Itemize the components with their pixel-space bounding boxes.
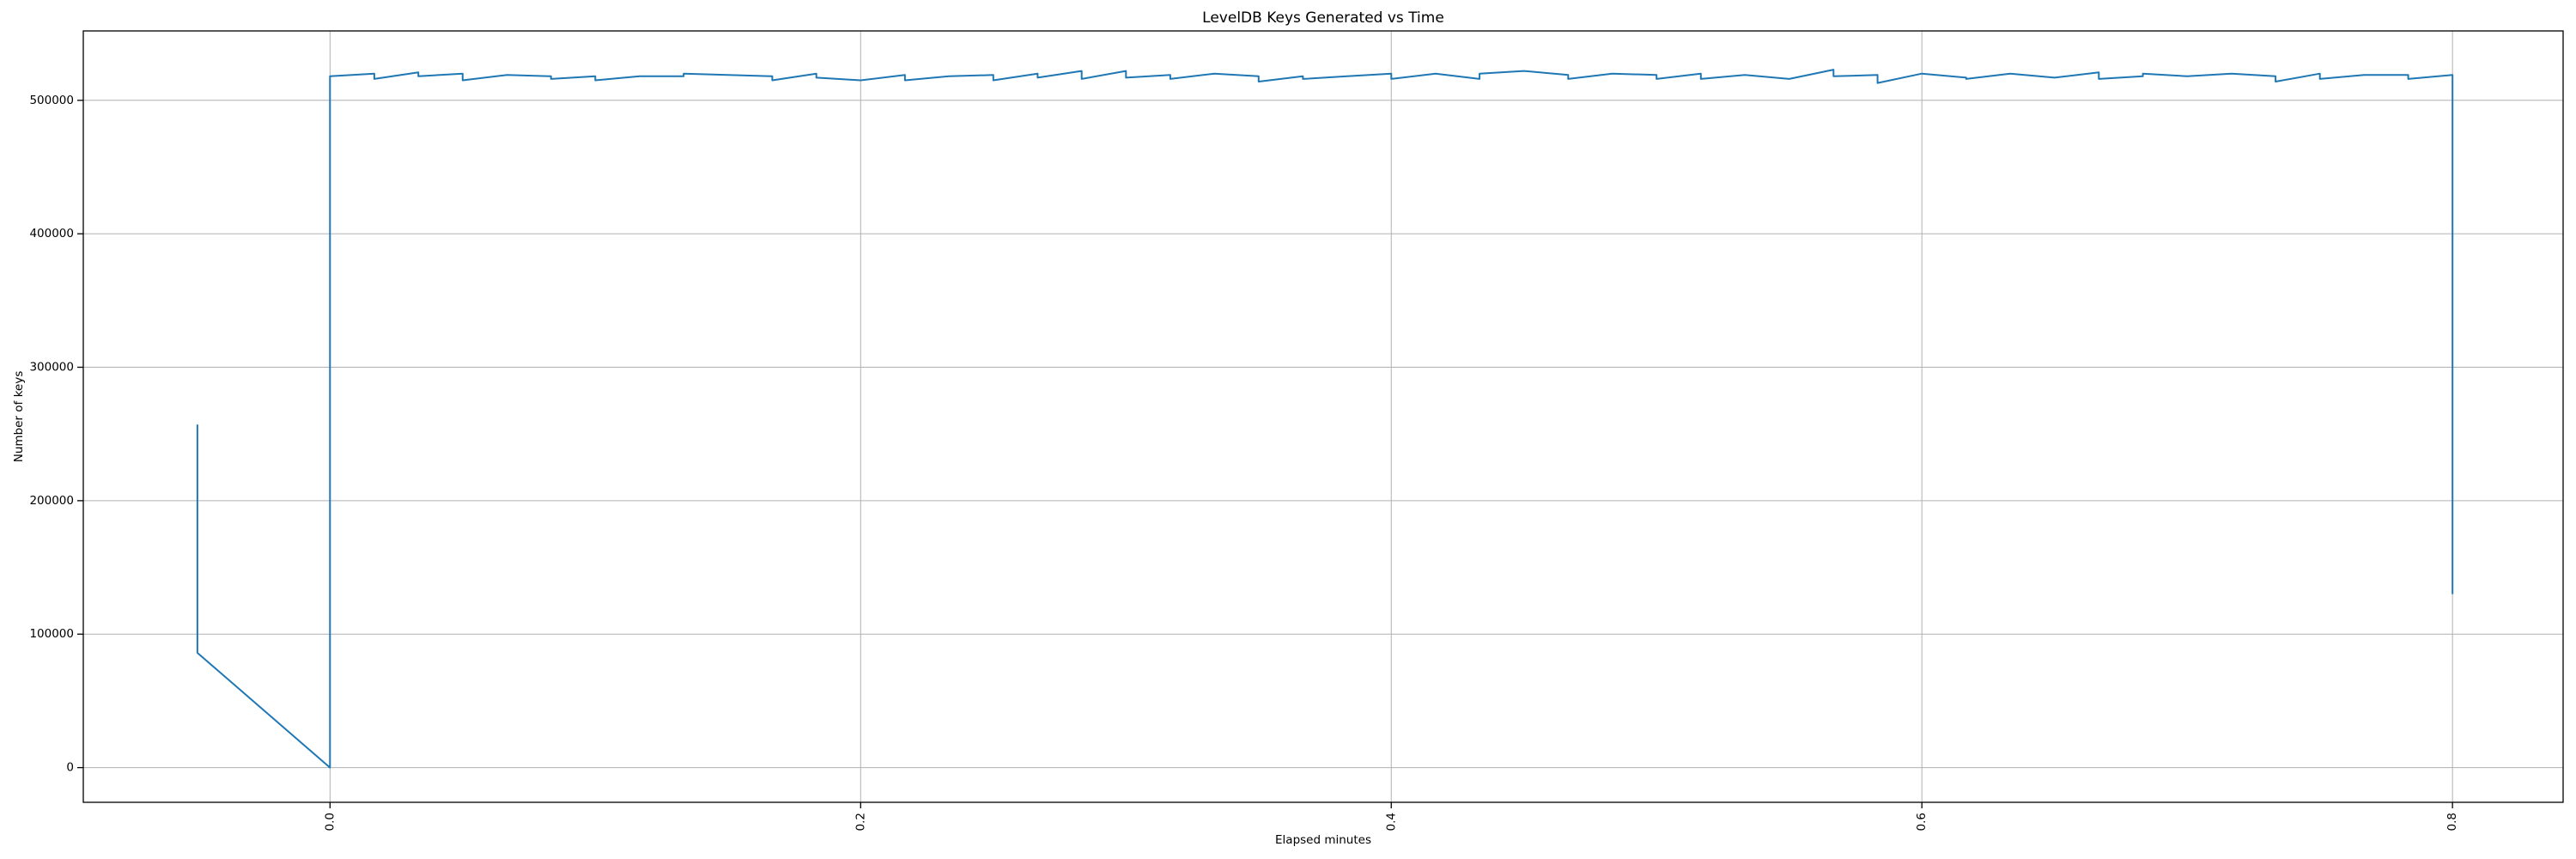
y-tick-label: 200000 xyxy=(29,494,74,508)
grid-lines xyxy=(83,31,2563,802)
chart-title: LevelDB Keys Generated vs Time xyxy=(1202,9,1444,27)
x-tick-label: 0.6 xyxy=(1915,813,1929,831)
x-tick-label: 0.2 xyxy=(854,813,867,831)
series-line xyxy=(196,69,2454,769)
y-tick-label: 100000 xyxy=(29,627,74,641)
y-tick-label: 500000 xyxy=(29,94,74,107)
x-axis-label: Elapsed minutes xyxy=(1275,833,1371,847)
y-tick-label: 0 xyxy=(66,761,74,775)
x-tick-label: 0.0 xyxy=(323,813,337,831)
series-layer xyxy=(196,69,2454,769)
x-tick-label: 0.8 xyxy=(2445,813,2459,831)
plot-frame xyxy=(82,30,2564,803)
y-axis-label: Number of keys xyxy=(12,371,26,463)
axis-ticks: 0.0 0.2 0.4 0.6 0.8 0 100000 200000 300000 400000… xyxy=(29,94,2459,832)
y-tick-label: 400000 xyxy=(29,227,74,241)
x-tick-label: 0.4 xyxy=(1384,813,1398,831)
y-tick-label: 300000 xyxy=(29,361,74,375)
